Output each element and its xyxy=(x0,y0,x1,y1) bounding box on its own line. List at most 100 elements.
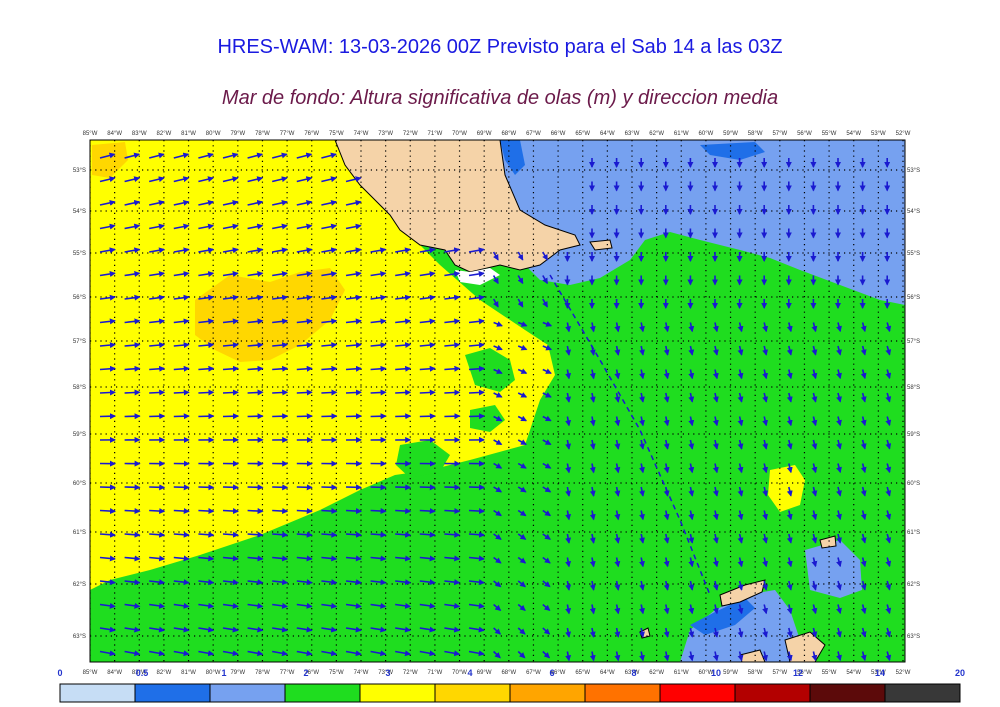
direction-arrow xyxy=(885,580,892,591)
direction-arrow xyxy=(663,627,670,638)
direction-arrow xyxy=(762,392,769,403)
longitude-label: 66°W xyxy=(551,131,566,137)
longitude-label: 71°W xyxy=(428,131,443,137)
direction-arrow xyxy=(149,650,165,657)
direction-arrow xyxy=(296,602,313,609)
direction-arrow xyxy=(321,294,338,301)
longitude-label: 70°W xyxy=(452,670,467,676)
direction-arrow xyxy=(712,604,719,615)
direction-arrow xyxy=(786,345,793,356)
colorbar-segment xyxy=(509,683,586,703)
direction-arrow xyxy=(493,580,502,588)
direction-arrow xyxy=(589,486,596,497)
direction-arrow xyxy=(639,627,645,638)
direction-arrow xyxy=(712,463,719,474)
longitude-labels: 85°W 85°W 84°W 84°W 83°W 83°W 82°W 82°W 81°W 81°W… xyxy=(83,131,911,676)
longitude-label: 83°W xyxy=(132,131,147,137)
direction-arrow xyxy=(836,510,842,521)
direction-arrow xyxy=(444,531,461,538)
direction-arrow xyxy=(565,345,572,356)
direction-arrow xyxy=(198,531,215,538)
direction-arrow xyxy=(517,298,524,308)
direction-arrow xyxy=(222,555,239,562)
lat-lon-grid xyxy=(90,140,905,662)
direction-arrow xyxy=(444,508,461,515)
direction-arrow xyxy=(321,176,337,183)
direction-arrow xyxy=(173,531,190,538)
longitude-label: 82°W xyxy=(157,131,172,137)
direction-arrow xyxy=(836,604,842,615)
latitude-labels: 53°S 53°S 54°S 54°S 55°S 55°S 56°S 56°S 57°S 57°S… xyxy=(73,168,920,640)
colorbar-tick-label: 8 xyxy=(631,668,637,678)
direction-arrow xyxy=(247,176,264,183)
longitude-label: 59°W xyxy=(723,131,738,137)
direction-arrow xyxy=(542,275,548,285)
direction-arrow xyxy=(762,486,769,497)
direction-arrow xyxy=(247,247,264,254)
direction-arrow xyxy=(272,294,289,301)
longitude-label: 77°W xyxy=(280,670,295,676)
direction-arrow xyxy=(663,651,670,662)
longitude-label: 83°W xyxy=(132,670,147,676)
direction-arrow xyxy=(296,271,313,277)
direction-arrow xyxy=(786,369,793,380)
direction-arrow xyxy=(542,533,551,540)
direction-arrow xyxy=(860,439,867,450)
direction-arrow xyxy=(737,486,744,497)
direction-arrow xyxy=(272,271,289,277)
direction-arrow xyxy=(885,627,892,638)
direction-arrow xyxy=(149,626,166,633)
longitude-label: 73°W xyxy=(378,131,393,137)
direction-arrow xyxy=(395,531,412,538)
direction-arrow xyxy=(124,389,141,396)
direction-arrow xyxy=(198,555,215,562)
direction-arrow xyxy=(688,651,695,662)
direction-arrow xyxy=(639,322,645,333)
direction-arrow xyxy=(860,486,867,497)
longitude-label: 75°W xyxy=(329,131,344,137)
direction-arrow xyxy=(885,369,892,380)
direction-arrow xyxy=(688,533,695,544)
colorbar-tick-label: 0.5 xyxy=(135,668,149,678)
colorbar-segment xyxy=(284,683,361,703)
direction-arrow xyxy=(345,294,362,301)
direction-arrow xyxy=(885,463,892,474)
direction-arrow xyxy=(198,271,215,277)
direction-arrow xyxy=(542,556,551,564)
direction-arrow xyxy=(99,602,116,609)
direction-arrow xyxy=(468,247,485,254)
direction-arrow xyxy=(836,627,842,638)
direction-arrow xyxy=(639,510,645,521)
direction-arrow xyxy=(149,531,166,538)
direction-arrow xyxy=(786,557,793,568)
direction-arrow xyxy=(885,486,892,497)
direction-arrow xyxy=(885,439,892,450)
direction-arrow xyxy=(444,247,461,254)
longitude-label: 81°W xyxy=(181,670,196,676)
direction-arrow xyxy=(395,579,412,586)
direction-arrow xyxy=(198,199,215,206)
direction-arrow xyxy=(860,322,867,333)
direction-arrow xyxy=(419,271,436,277)
direction-arrow xyxy=(542,580,551,588)
direction-arrow xyxy=(542,439,552,446)
direction-arrow xyxy=(836,345,842,356)
longitude-label: 74°W xyxy=(354,670,369,676)
direction-arrow xyxy=(222,318,239,325)
colorbar-segment xyxy=(659,683,736,703)
direction-arrow xyxy=(149,365,166,372)
longitude-label: 55°W xyxy=(822,131,837,137)
latitude-label: 63°S xyxy=(907,634,920,640)
direction-arrow xyxy=(492,275,499,285)
direction-arrow xyxy=(836,580,842,591)
latitude-label: 61°S xyxy=(907,530,920,536)
direction-arrow xyxy=(589,651,596,662)
longitude-label: 84°W xyxy=(107,670,122,676)
direction-arrow xyxy=(222,199,239,206)
longitude-label: 61°W xyxy=(674,670,689,676)
latitude-label: 58°S xyxy=(73,385,86,391)
direction-arrow xyxy=(468,531,485,538)
direction-arrow xyxy=(272,365,289,372)
direction-arrow xyxy=(542,368,552,374)
direction-arrow xyxy=(345,531,362,538)
